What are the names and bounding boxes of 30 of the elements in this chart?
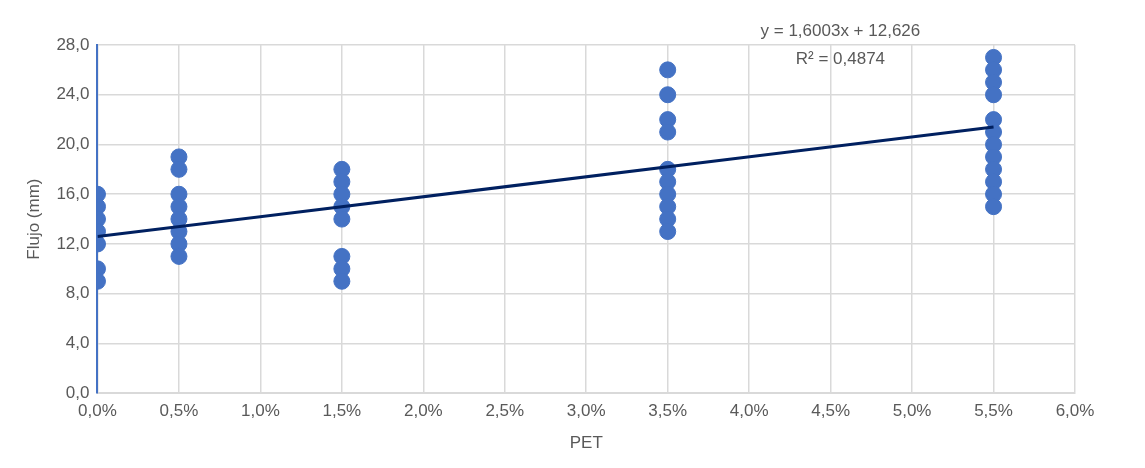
text: y = 1,6003x + 12,626	[760, 20, 921, 40]
x-tick-label: 3,5%	[648, 401, 688, 421]
annotation: R² = 0,4874	[795, 48, 886, 68]
x-axis-title: PET	[569, 433, 603, 453]
y-tick-label: 0,0	[65, 382, 90, 402]
x-tick-label: 2,5%	[485, 401, 525, 421]
x-tick-label: 2,0%	[403, 401, 443, 421]
y-axis-title: Flujo (mm)	[23, 178, 43, 260]
y-tick-label: 12,0	[56, 233, 90, 253]
point	[659, 61, 677, 79]
y-tick-label: 24,0	[56, 84, 90, 104]
x-tick-label: 0,5%	[159, 401, 199, 421]
x-tick-label: 3,0%	[566, 401, 606, 421]
point	[985, 198, 1003, 216]
x-tick-label: 4,0%	[729, 401, 769, 421]
point	[659, 223, 677, 241]
x-tick-label: 1,5%	[322, 401, 362, 421]
y-tick-label: 28,0	[56, 34, 90, 54]
x-tick-label: 6,0%	[1055, 401, 1095, 421]
x-tick-label: 5,5%	[974, 401, 1013, 421]
y-tick-label: 4,0	[65, 333, 90, 353]
point	[659, 86, 677, 104]
x-tick-label: 0,0%	[78, 401, 117, 421]
point	[985, 86, 1003, 104]
x-tick-label: 4,5%	[811, 401, 850, 421]
x-tick-label: 5,0%	[892, 401, 932, 421]
y-tick-label: 8,0	[65, 283, 90, 303]
x-tick-label: 1,0%	[241, 401, 280, 421]
y-tick-label: 20,0	[56, 134, 90, 154]
y-tick-label: 16,0	[56, 183, 90, 203]
